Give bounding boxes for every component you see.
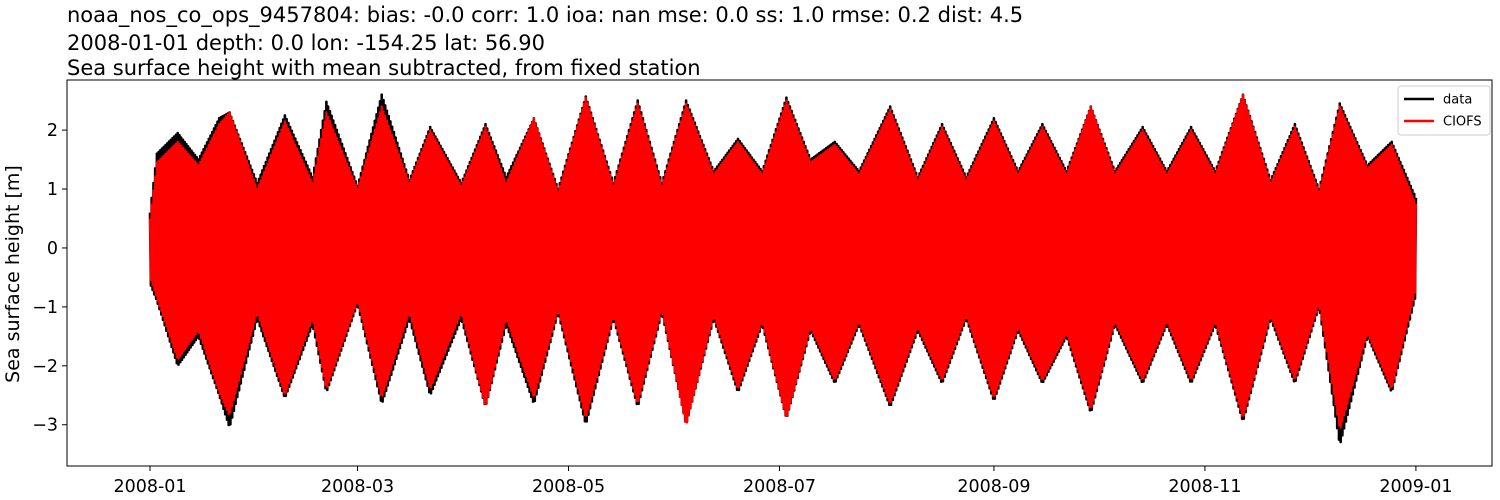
y-tick-label: −1 <box>32 298 58 318</box>
y-tick-label: 1 <box>47 180 58 200</box>
x-tick-label: 2008-05 <box>532 477 605 497</box>
legend-label-data: data <box>1443 93 1472 108</box>
y-tick-label: −2 <box>32 357 58 377</box>
series-layer <box>148 93 1418 444</box>
x-tick-label: 2008-01 <box>113 477 186 497</box>
y-tick-label: 0 <box>47 239 58 259</box>
chart-title-line-2: 2008-01-01 depth: 0.0 lon: -154.25 lat: … <box>67 31 545 55</box>
x-tick-label: 2008-03 <box>321 477 394 497</box>
x-tick-label: 2008-07 <box>743 477 816 497</box>
chart-title-line-1: noaa_nos_co_ops_9457804: bias: -0.0 corr… <box>67 3 1024 27</box>
series-line-ciofs <box>148 93 1417 429</box>
x-tick-label: 2009-01 <box>1379 477 1452 497</box>
legend-label-ciofs: CIOFS <box>1443 115 1482 130</box>
y-tick-label: −3 <box>32 416 58 436</box>
x-axis: 2008-01 2008-03 2008-05 2008-07 2008-09 2008-… <box>113 466 1452 497</box>
y-axis-label: Sea surface height [m] <box>2 165 24 383</box>
y-axis: 2 1 0 −1 −2 −3 <box>32 121 67 436</box>
chart-title-line-3: Sea surface height with mean subtracted,… <box>67 56 701 80</box>
x-tick-label: 2008-11 <box>1168 477 1241 497</box>
y-tick-label: 2 <box>47 121 58 141</box>
legend: data CIOFS <box>1397 85 1491 136</box>
series-line-data <box>148 93 1418 444</box>
x-tick-label: 2008-09 <box>957 477 1030 497</box>
